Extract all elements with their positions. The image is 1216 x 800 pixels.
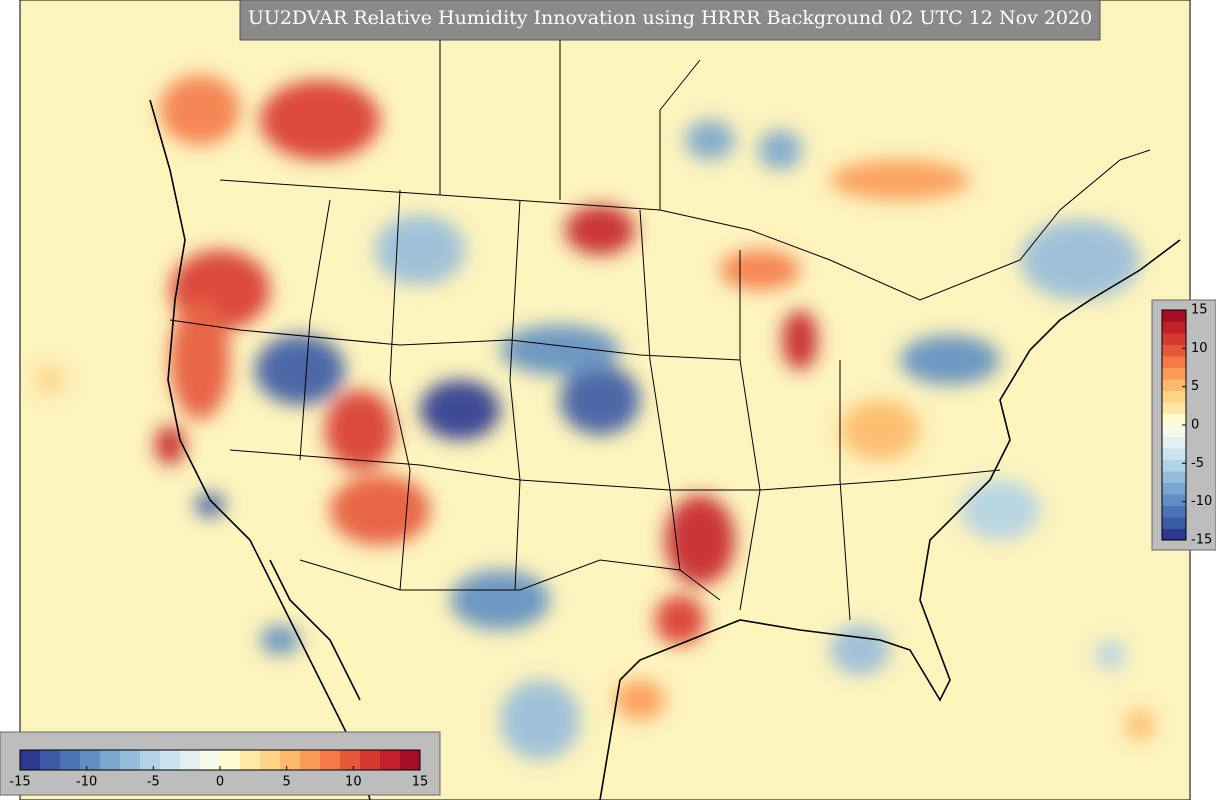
colorbar-tick-label: -10	[76, 775, 97, 790]
colorbar-segment	[20, 750, 41, 770]
colorbar-segment	[1162, 482, 1186, 495]
colorbar-segment	[1162, 356, 1186, 368]
colorbar-segment	[200, 750, 221, 770]
innovation-field	[35, 75, 1155, 760]
map-title: UU2DVAR Relative Humidity Innovation usi…	[248, 7, 1092, 29]
colorbar-segment	[1162, 310, 1186, 322]
colorbar-tick-label: 0	[216, 775, 224, 790]
colorbar-segment	[1162, 528, 1186, 541]
colorbar-segment	[1162, 494, 1186, 506]
colorbar-segment	[1162, 367, 1186, 380]
colorbar-tick-label: -5	[147, 775, 160, 790]
colorbar-segment	[1162, 459, 1186, 472]
colorbar-tick-label: 10	[345, 775, 362, 790]
colorbar-segment	[240, 750, 261, 770]
colorbar-segment	[300, 750, 321, 770]
colorbar-segment	[360, 750, 381, 770]
colorbar-segment	[100, 750, 121, 770]
map-borders	[149, 40, 1181, 800]
colorbar-segment	[340, 750, 361, 770]
colorbar-tick-label: 0	[1191, 418, 1199, 433]
colorbar-tick-label: -15	[1191, 533, 1212, 548]
colorbar-segment	[400, 750, 421, 770]
colorbar-segment	[160, 750, 181, 770]
colorbar-segment	[320, 750, 341, 770]
colorbar-segment	[380, 750, 401, 770]
colorbar-segment	[120, 750, 141, 770]
colorbar-segment	[40, 750, 61, 770]
colorbar-segment	[1162, 413, 1186, 426]
colorbar-segment	[260, 750, 281, 770]
colorbar-segment	[1162, 436, 1186, 449]
colorbar-tick-label: -5	[1191, 456, 1204, 471]
colorbar-tick-label: 5	[283, 775, 291, 790]
colorbar-segment	[1162, 321, 1186, 334]
colorbar-segment	[220, 750, 241, 770]
colorbar-segment	[1162, 344, 1186, 357]
colorbar-segment	[1162, 333, 1186, 345]
colorbar-segment	[1162, 448, 1186, 460]
colorbar-tick-label: -15	[9, 775, 30, 790]
colorbar-tick-label: -10	[1191, 494, 1212, 509]
colorbar-segment	[1162, 517, 1186, 529]
title-box	[239, 0, 1101, 41]
colorbar-segment	[1162, 379, 1186, 391]
colorbar-segment	[1162, 425, 1186, 437]
colorbar-segment	[140, 750, 161, 770]
colorbar-tick-label: 15	[1191, 303, 1208, 318]
colorbar-tick-label: 5	[1191, 379, 1199, 394]
colorbar-segment	[1162, 390, 1186, 403]
colorbar-segment	[1162, 402, 1186, 414]
colorbars: -15 -10 -5 0 5 10 15 15 10 5 0 -5 -10 -15	[9, 303, 1212, 790]
colorbar-segment	[60, 750, 81, 770]
colorbar-segment	[80, 750, 101, 770]
colorbar-segment	[1162, 505, 1186, 518]
colorbar-segment	[1162, 471, 1186, 483]
colorbar-segment	[280, 750, 301, 770]
colorbar-tick-label: 15	[412, 775, 429, 790]
colorbar-segment	[180, 750, 201, 770]
colorbar-tick-label: 10	[1191, 341, 1208, 356]
